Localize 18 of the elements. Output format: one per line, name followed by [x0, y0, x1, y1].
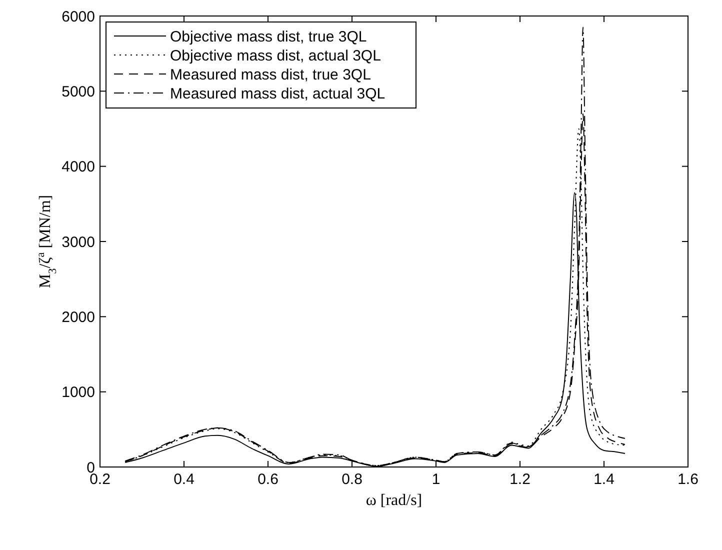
y-tick-label: 6000 [62, 8, 95, 26]
x-tick-label: 1 [432, 471, 440, 488]
x-tick-label: 1.4 [594, 471, 614, 488]
legend-label: Measured mass dist, actual 3QL [170, 85, 386, 102]
y-tick-label: 2000 [62, 308, 95, 326]
y-tick-label: 3000 [62, 234, 95, 251]
y-tick-label: 1000 [62, 384, 95, 402]
x-tick-label: 1.6 [678, 471, 698, 488]
x-tick-label: 0.4 [174, 471, 194, 488]
y-tick-label: 4000 [62, 158, 95, 176]
y-tick-label: 5000 [62, 83, 95, 100]
x-tick-label: 0.6 [258, 471, 278, 488]
x-tick-label: 1.2 [510, 471, 530, 488]
legend-label: Objective mass dist, actual 3QL [170, 47, 381, 64]
legend-label: Measured mass dist, true 3QL [170, 66, 371, 84]
legend-label: Objective mass dist, true 3QL [170, 28, 367, 46]
x-tick-label: 0.8 [342, 471, 362, 488]
x-axis-title: ω [rad/s] [366, 492, 422, 509]
